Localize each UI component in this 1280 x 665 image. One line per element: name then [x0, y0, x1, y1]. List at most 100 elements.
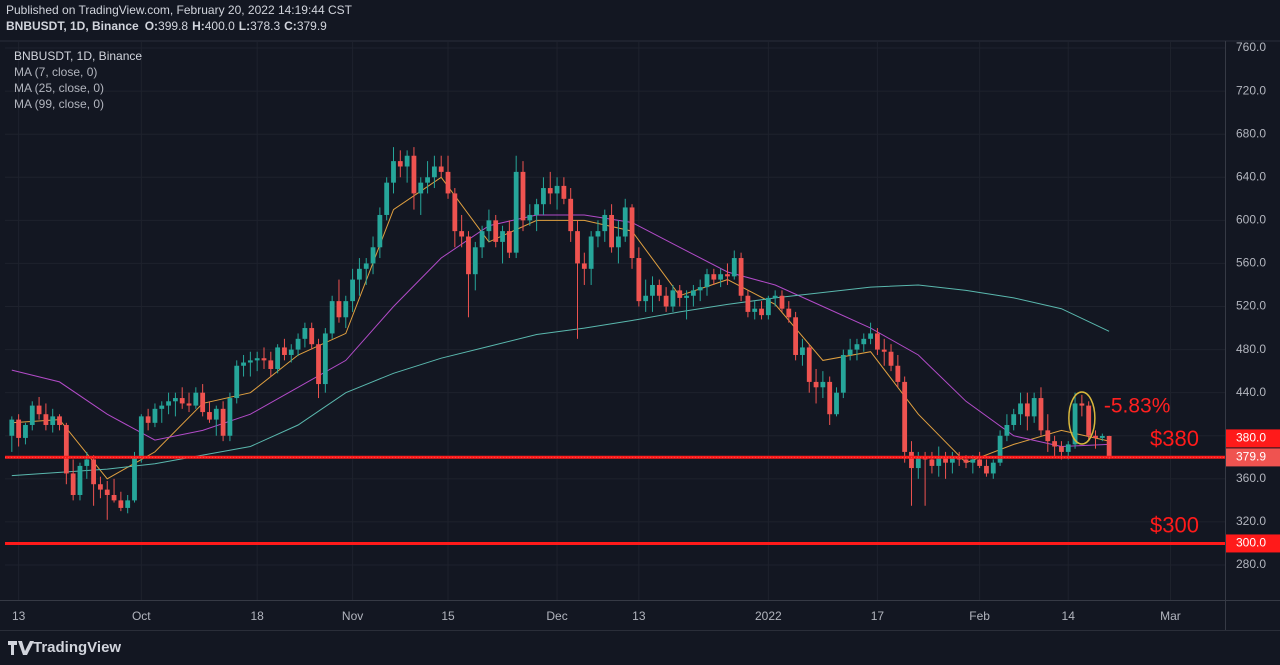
candle-body — [609, 214, 614, 248]
candle-body — [125, 500, 131, 508]
candle-body — [111, 494, 117, 501]
candle-body — [697, 287, 703, 291]
candle-body — [561, 185, 567, 199]
candle-body — [23, 424, 28, 438]
candle-body — [840, 354, 846, 393]
candle-body — [990, 462, 996, 474]
candle-body — [568, 198, 574, 232]
candle-body — [936, 457, 942, 466]
candle-body — [152, 408, 158, 423]
candle-body — [43, 414, 49, 425]
candle-body — [581, 263, 587, 269]
candle-body — [466, 236, 471, 275]
candle-body — [254, 358, 260, 361]
candle-body — [786, 308, 792, 318]
candle-body — [431, 166, 437, 178]
x-tick-label: 17 — [871, 609, 885, 623]
y-tick-label: 640.0 — [1236, 169, 1266, 183]
published-note: Published on TradingView.com, February 2… — [6, 3, 353, 17]
candle-body — [1018, 403, 1023, 415]
candle-body — [391, 161, 396, 183]
candle-body — [656, 284, 662, 296]
candle-body — [779, 295, 785, 309]
candle-body — [336, 301, 342, 318]
candle-body — [322, 333, 328, 385]
candle-body — [411, 155, 417, 194]
candle-body — [622, 207, 628, 237]
candle-body — [357, 268, 362, 280]
candle-body — [493, 220, 499, 242]
candle-body — [70, 473, 76, 495]
candle-body — [541, 188, 546, 205]
y-tick-label: 520.0 — [1236, 299, 1266, 313]
y-tick-label: 480.0 — [1236, 342, 1266, 356]
legend-entry: MA (25, close, 0) — [14, 81, 104, 95]
candle-body — [1093, 435, 1098, 438]
y-tick-label: 560.0 — [1236, 256, 1266, 270]
ohlc-key: O: — [145, 19, 158, 33]
candle-body — [261, 358, 267, 361]
candle-body — [234, 365, 240, 399]
price-tag-label: 300.0 — [1236, 536, 1266, 550]
candle-body — [213, 408, 219, 420]
ohlc-value: 399.8 — [158, 19, 188, 33]
y-tick-label: 360.0 — [1236, 471, 1266, 485]
candle-body — [588, 236, 594, 269]
candle-body — [800, 347, 805, 355]
legend-entry: MA (7, close, 0) — [14, 65, 97, 79]
legend-entry: MA (99, close, 0) — [14, 97, 104, 111]
candle-body — [57, 416, 62, 425]
candle-body — [193, 392, 199, 406]
candle-body — [63, 424, 69, 474]
x-tick-label: Feb — [969, 609, 990, 623]
price-tag-label: 380.0 — [1236, 431, 1266, 445]
x-tick-label: 13 — [632, 609, 646, 623]
candle-body — [513, 171, 519, 253]
candle-body — [554, 185, 560, 194]
candle-body — [1052, 441, 1058, 447]
header-line: BNBUSDT, 1D, Binance O:399.8 H:400.0 L:378.… — [6, 19, 327, 33]
candle-body — [684, 295, 689, 298]
ohlc-key: L: — [239, 19, 250, 33]
candle-body — [118, 500, 124, 508]
candle-body — [820, 381, 826, 388]
candle-body — [1059, 446, 1064, 452]
ohlc-value: 379.9 — [297, 19, 327, 33]
candle-body — [765, 297, 771, 316]
candle-body — [172, 398, 178, 402]
candle-body — [834, 392, 839, 415]
candle-body — [425, 177, 430, 183]
candle-body — [888, 351, 894, 366]
level-annotation: $380 — [1150, 426, 1199, 451]
candle-body — [677, 290, 683, 298]
candle-body — [418, 182, 424, 194]
candle-body — [506, 231, 512, 253]
y-tick-label: 440.0 — [1236, 385, 1266, 399]
candle-body — [745, 295, 751, 312]
y-tick-label: 720.0 — [1236, 83, 1266, 97]
candle-body — [1065, 444, 1071, 452]
candle-body — [316, 344, 321, 385]
candle-body — [854, 344, 860, 350]
candle-body — [479, 231, 485, 248]
candle-body — [984, 465, 989, 474]
candle-body — [1045, 430, 1051, 442]
candle-body — [350, 279, 355, 302]
candle-body — [868, 333, 873, 339]
candle-body — [711, 274, 717, 280]
candle-body — [384, 182, 390, 215]
x-tick-label: Nov — [342, 609, 363, 623]
candle-body — [397, 161, 403, 167]
candle-body — [772, 295, 778, 298]
ma-line — [11, 214, 1110, 448]
candle-body — [186, 403, 192, 406]
candle-body — [718, 274, 724, 280]
candle-body — [91, 459, 97, 485]
candle-body — [690, 290, 696, 296]
x-tick-label: Oct — [132, 609, 151, 623]
candle-body — [963, 459, 969, 463]
candle-body — [1099, 435, 1105, 438]
price-tag — [1226, 429, 1280, 448]
candle-body — [909, 451, 914, 469]
